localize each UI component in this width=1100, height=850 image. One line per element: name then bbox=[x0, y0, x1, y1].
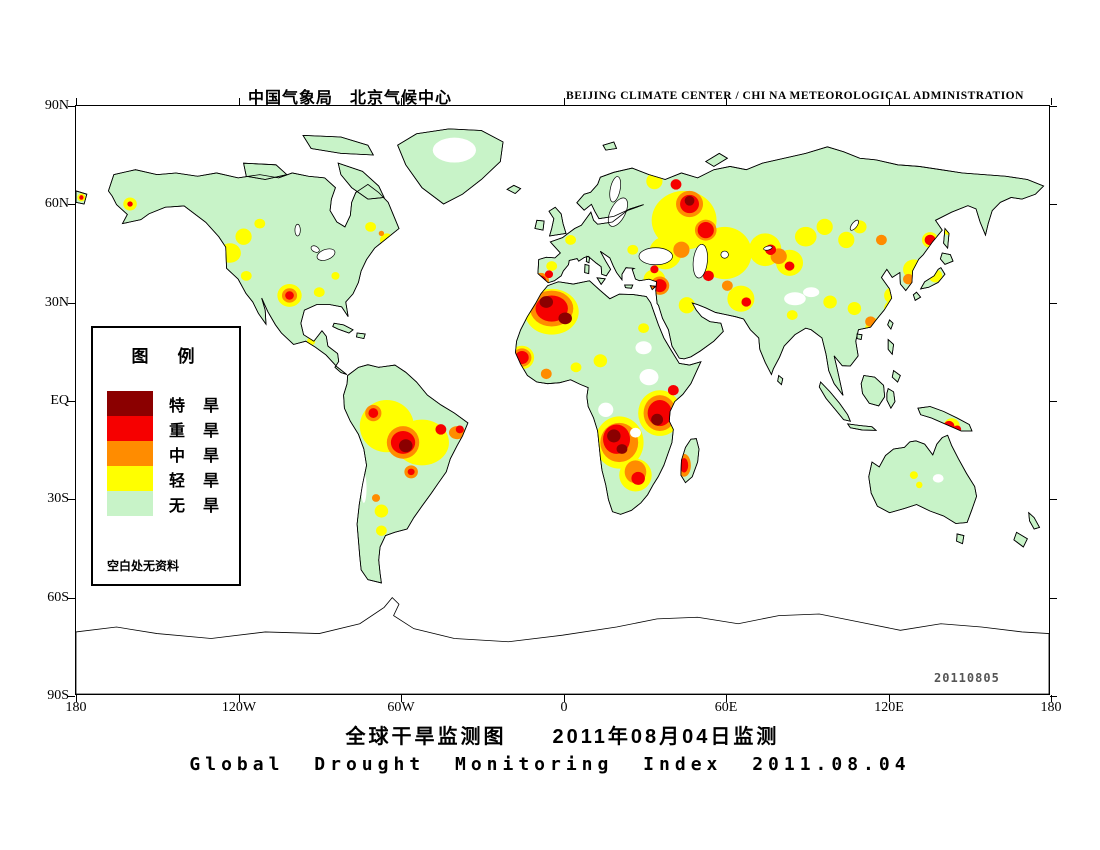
lat-tick bbox=[1050, 498, 1057, 500]
legend-item: 特 旱 bbox=[107, 391, 239, 416]
map-datestamp: 20110805 bbox=[934, 671, 1000, 685]
legend-swatch-light bbox=[107, 466, 153, 491]
lat-axis-label: EQ bbox=[50, 393, 69, 408]
legend-item: 无 旱 bbox=[107, 491, 239, 516]
lat-tick bbox=[1050, 203, 1057, 205]
caption-chinese-title: 全球干旱监测图 2011年08月04日监测 bbox=[345, 726, 780, 748]
lon-tick bbox=[888, 695, 890, 702]
lon-tick bbox=[563, 98, 565, 105]
lat-tick bbox=[68, 597, 75, 599]
header-right-agency: BEIJING CLIMATE CENTER / CHI NA METEOROL… bbox=[566, 90, 1024, 102]
legend-swatch-moderate bbox=[107, 441, 153, 466]
legend-item: 轻 旱 bbox=[107, 466, 239, 491]
lon-axis-label: 180 bbox=[1040, 700, 1062, 715]
lon-tick bbox=[725, 98, 727, 105]
lon-axis-label: 0 bbox=[560, 700, 568, 715]
lon-axis-label: 120E bbox=[874, 700, 904, 715]
lon-tick bbox=[75, 98, 77, 105]
legend-note: 空白处无资料 bbox=[107, 559, 180, 573]
lon-axis-label: 120W bbox=[221, 700, 257, 715]
legend-item-label: 轻 旱 bbox=[169, 472, 221, 490]
header-left-agency: 中国气象局 北京气候中心 bbox=[247, 90, 452, 107]
legend-swatch-extreme bbox=[107, 391, 153, 416]
lat-tick bbox=[68, 695, 75, 697]
legend-item-label: 中 旱 bbox=[169, 447, 221, 465]
world-drought-map bbox=[76, 127, 1049, 694]
legend-item: 中 旱 bbox=[107, 441, 239, 466]
lat-tick bbox=[1050, 400, 1057, 402]
lat-tick bbox=[68, 105, 75, 107]
legend-items: 特 旱重 旱中 旱轻 旱无 旱 bbox=[107, 391, 239, 516]
lon-tick bbox=[238, 695, 240, 702]
lon-tick bbox=[1050, 695, 1052, 702]
lat-tick bbox=[1050, 105, 1057, 107]
lat-axis-label: 30S bbox=[47, 491, 69, 506]
lat-axis-label: 90S bbox=[47, 688, 69, 703]
lon-axis-label: 60E bbox=[714, 700, 738, 715]
lon-tick bbox=[563, 695, 565, 702]
lon-tick bbox=[400, 695, 402, 702]
lon-tick bbox=[888, 98, 890, 105]
legend-swatch-none bbox=[107, 491, 153, 516]
legend-title: 图 例 bbox=[131, 347, 201, 366]
lon-axis-label: 60W bbox=[387, 700, 415, 715]
lon-axis-label: 180 bbox=[65, 700, 87, 715]
lat-tick bbox=[1050, 302, 1057, 304]
lat-axis-label: 60S bbox=[47, 590, 69, 605]
lat-tick bbox=[68, 400, 75, 402]
map-frame: 图 例 特 旱重 旱中 旱轻 旱无 旱 空白处无资料 20110805 90N 6… bbox=[45, 98, 1062, 715]
legend-swatch-severe bbox=[107, 416, 153, 441]
lat-tick bbox=[68, 498, 75, 500]
lon-tick bbox=[1050, 98, 1052, 105]
lat-tick bbox=[68, 203, 75, 205]
legend-item-label: 特 旱 bbox=[169, 397, 221, 415]
lon-tick bbox=[238, 98, 240, 105]
legend-item: 重 旱 bbox=[107, 416, 239, 441]
caption-english-title: Global Drought Monitoring Index 2011.08.… bbox=[189, 754, 911, 775]
lon-tick bbox=[75, 695, 77, 702]
lat-axis-label: 90N bbox=[44, 98, 69, 113]
lat-tick bbox=[1050, 695, 1057, 697]
lat-tick bbox=[68, 302, 75, 304]
lat-axis-label: 30N bbox=[44, 295, 69, 310]
lon-tick bbox=[725, 695, 727, 702]
lat-tick bbox=[1050, 597, 1057, 599]
legend-item-label: 重 旱 bbox=[169, 422, 221, 440]
lat-axis-label: 60N bbox=[44, 196, 69, 211]
map-legend: 图 例 特 旱重 旱中 旱轻 旱无 旱 空白处无资料 bbox=[91, 326, 241, 586]
lon-tick bbox=[400, 98, 402, 105]
legend-item-label: 无 旱 bbox=[169, 497, 221, 515]
